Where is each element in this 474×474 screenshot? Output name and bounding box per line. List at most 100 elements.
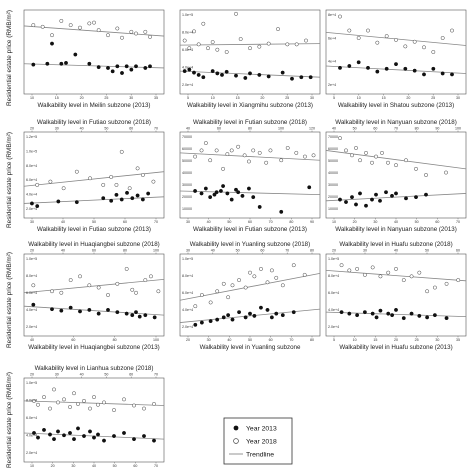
x-tick-label: 15 [382, 96, 386, 100]
point-year-2018 [291, 263, 296, 268]
y-axis-label: Residential estate price (RMB/m²) [6, 252, 13, 348]
point-year-2018 [404, 158, 408, 163]
point-year-2013 [182, 69, 187, 74]
point-year-2013 [74, 200, 79, 205]
point-year-2013 [280, 70, 285, 75]
y-tick-label: 10000 [328, 207, 338, 211]
point-year-2018 [269, 268, 274, 273]
x-top-tick-label: 90 [435, 127, 439, 131]
x-tick-label: 70 [269, 220, 273, 224]
point-year-2013 [215, 71, 220, 76]
point-year-2013 [248, 71, 252, 76]
point-year-2013 [444, 316, 449, 321]
y-tick-label: 40000 [328, 171, 338, 175]
point-year-2018 [193, 154, 198, 159]
point-year-2018 [251, 148, 256, 153]
x-top-tick-label: 60 [217, 127, 221, 131]
point-year-2013 [50, 307, 54, 312]
point-year-2018 [417, 270, 422, 275]
plot-frame [179, 9, 321, 95]
point-year-2018 [32, 398, 36, 403]
x-tick-label: 25 [104, 96, 108, 100]
x-tick-label: 30 [186, 220, 190, 224]
y-tick-label: 1.0e+5 [182, 257, 193, 261]
panel-xlabel: Walkability level in Huafu subzone (2013… [339, 344, 452, 351]
point-year-2018 [148, 274, 153, 279]
trendline [23, 196, 165, 204]
y-tick-label: 20000 [182, 195, 192, 199]
point-year-2013 [308, 75, 313, 80]
point-year-2013 [266, 74, 271, 79]
scatter-panel: 40 60 80 100 20 40 60 80 100 1.0e+5 8.0e+4 6.0e+4 4.… [23, 241, 165, 351]
x-tick-label: 40 [61, 220, 65, 224]
legend-marker-year-2018 [233, 438, 239, 444]
point-year-2013 [299, 75, 304, 80]
point-year-2018 [106, 33, 110, 38]
point-year-2013 [56, 429, 60, 434]
x-tick-label: 10 [211, 96, 215, 100]
point-year-2018 [208, 158, 213, 163]
point-year-2013 [240, 193, 245, 198]
point-year-2018 [444, 281, 449, 286]
point-year-2018 [143, 29, 148, 34]
point-year-2018 [375, 40, 380, 45]
x-tick-label: 20 [260, 96, 264, 100]
y-tick-label: 1.0e+5 [328, 257, 339, 261]
point-year-2018 [221, 281, 226, 286]
y-tick-label: 4.0e+4 [26, 193, 37, 197]
point-year-2013 [88, 429, 92, 434]
plot-frame [23, 131, 165, 219]
point-year-2018 [68, 23, 73, 28]
y-axis-label: Residential estate price (RMB/m²) [6, 372, 13, 468]
point-year-2013 [338, 197, 342, 202]
point-year-2018 [432, 285, 437, 290]
point-year-2013 [370, 197, 374, 202]
panel-title: Walkability level in Huaqiangbei subzone… [28, 241, 160, 248]
legend: Year 2013 Year 2018 Trendline [223, 417, 293, 465]
point-year-2013 [68, 305, 73, 310]
point-year-2018 [102, 400, 106, 405]
point-year-2018 [196, 42, 201, 47]
point-year-2018 [257, 44, 262, 49]
panel-title: Walkability level in Huafu subzone (2018… [339, 241, 452, 248]
point-year-2013 [243, 76, 248, 80]
x-tick-label: 5 [333, 96, 335, 100]
point-year-2018 [338, 14, 342, 19]
point-year-2013 [87, 307, 92, 312]
point-year-2018 [224, 50, 229, 54]
x-tick-label: 25 [431, 96, 435, 100]
x-tick-label: 70 [289, 338, 293, 342]
point-year-2013 [404, 196, 408, 201]
x-tick-label: 15 [373, 338, 377, 342]
y-tick-label: 6e+4 [328, 36, 336, 40]
point-year-2018 [265, 280, 270, 285]
scatter-panel: 5 10 15 20 25 30 8e+4 6e+4 4e+4 2e+4 Walkability l… [325, 9, 467, 109]
x-tick-label: 15 [236, 96, 240, 100]
point-year-2018 [237, 278, 242, 283]
y-tick-label: 1.0e+5 [26, 381, 37, 385]
point-year-2013 [132, 437, 136, 442]
x-top-tick-label: 40 [332, 127, 336, 131]
x-tick-label: 70 [154, 464, 158, 468]
point-year-2013 [290, 76, 294, 81]
y-tick-label: 6.0e+4 [26, 178, 37, 182]
point-year-2013 [221, 315, 226, 320]
point-year-2013 [401, 316, 406, 321]
point-year-2018 [87, 283, 92, 288]
scatter-panel: 10 20 30 40 50 60 70 20 30 40 50 60 70 1.0e+5 8.0e+4 6.… [23, 365, 165, 468]
x-top-tick-label: 70 [154, 373, 158, 377]
point-year-2013 [73, 52, 78, 57]
point-year-2018 [199, 148, 204, 153]
point-year-2013 [258, 305, 263, 310]
y-tick-label: 8.0e+4 [26, 274, 37, 278]
x-tick-label: 60 [71, 338, 75, 342]
x-tick-label: 100 [153, 338, 159, 342]
point-year-2013 [246, 186, 251, 191]
point-year-2013 [214, 190, 219, 195]
x-top-tick-label: 40 [80, 127, 84, 131]
panel-xlabel: Walkability level in Huaqiangbei subzone… [28, 344, 160, 351]
point-year-2018 [266, 41, 271, 46]
point-year-2018 [347, 268, 352, 273]
point-year-2018 [48, 179, 53, 184]
